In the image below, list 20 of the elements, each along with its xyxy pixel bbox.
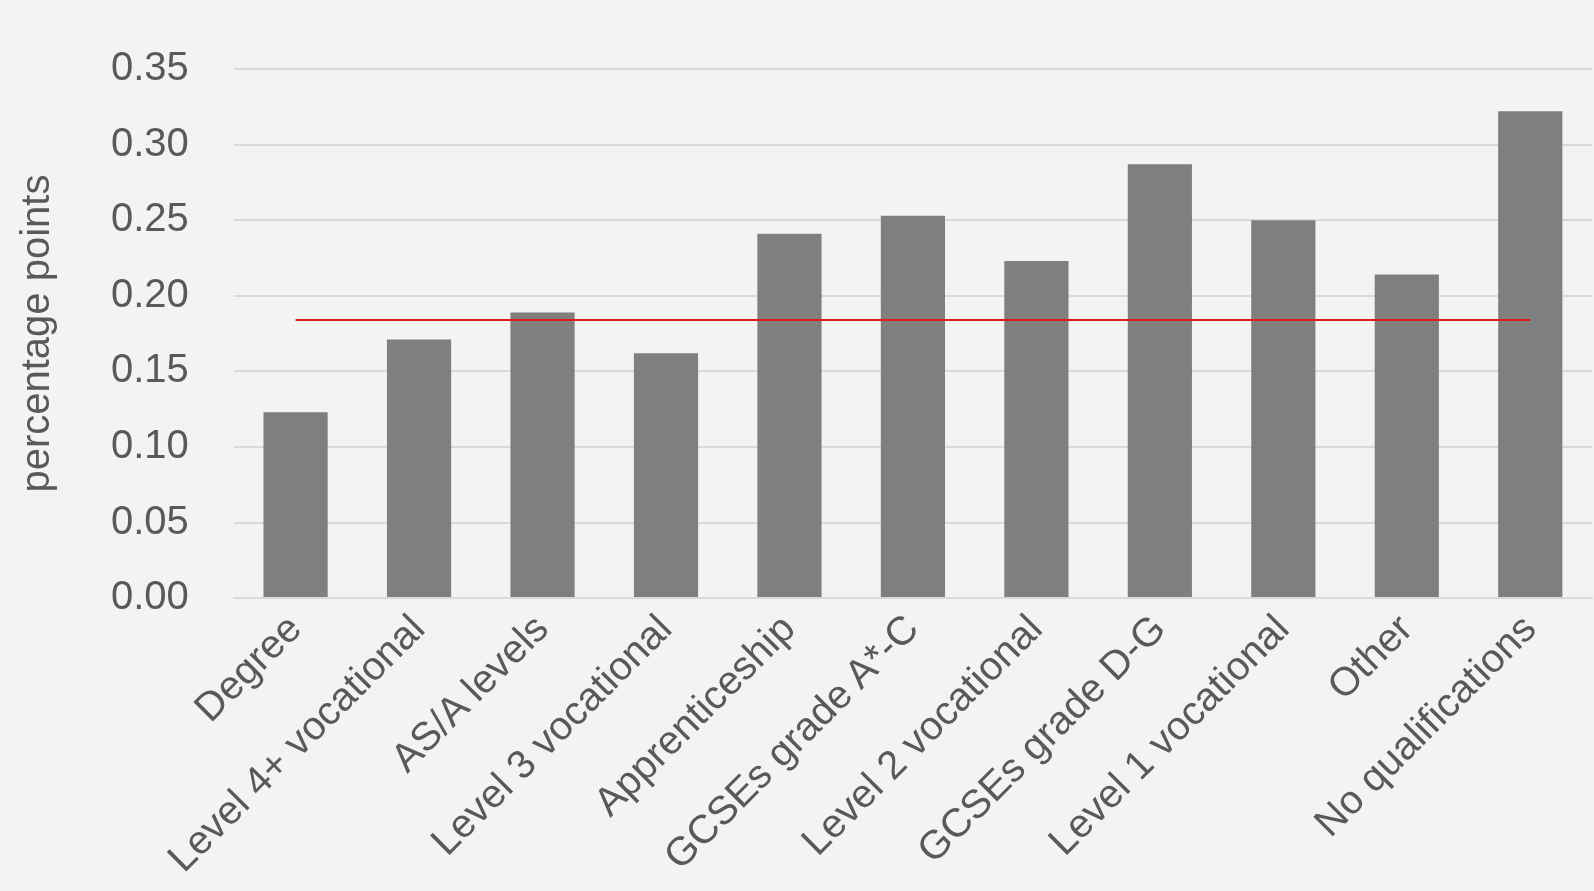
bar: [1251, 220, 1316, 598]
bar: [510, 312, 575, 598]
y-tick-label: 0.05: [110, 497, 189, 542]
y-tick-label: 0.00: [110, 573, 189, 618]
bar: [263, 412, 328, 598]
bar: [757, 233, 822, 598]
y-axis-title: percentage points: [13, 174, 58, 493]
y-tick-label: 0.30: [110, 119, 189, 164]
bar: [386, 339, 452, 598]
bar: [633, 353, 699, 598]
y-tick-label: 0.35: [110, 44, 189, 89]
bar: [1498, 111, 1563, 598]
bar: [1004, 260, 1069, 598]
bar: [1127, 164, 1192, 598]
bar: [880, 215, 946, 598]
bar: [1374, 274, 1439, 598]
y-tick-label: 0.20: [110, 270, 189, 315]
y-tick-label: 0.15: [110, 346, 189, 391]
y-tick-label: 0.10: [110, 421, 189, 466]
y-tick-label: 0.25: [110, 195, 189, 240]
